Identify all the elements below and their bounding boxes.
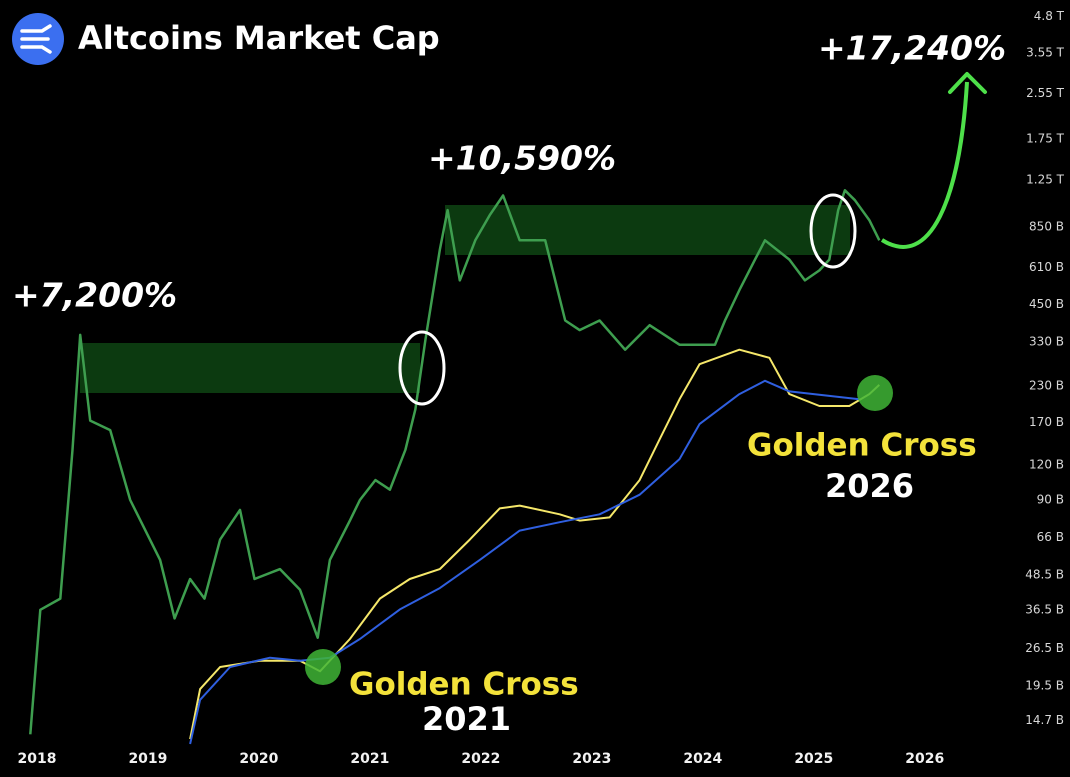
y-tick-label: 450 B (1029, 297, 1064, 311)
breakout-circle (398, 330, 446, 406)
y-tick-label: 48.5 B (1025, 568, 1064, 582)
series-line (189, 379, 860, 745)
annotation: +7,200% (12, 276, 177, 315)
y-tick-label: 330 B (1029, 335, 1064, 349)
annotation: +10,590% (428, 139, 616, 178)
y-tick-label: 230 B (1029, 378, 1064, 392)
x-tick-label: 2023 (572, 751, 611, 767)
y-tick-label: 170 B (1029, 415, 1064, 429)
resistance-zone (80, 343, 420, 393)
annotation: Golden Cross (349, 667, 579, 703)
x-tick-label: 2018 (17, 751, 56, 767)
y-tick-label: 19.5 B (1025, 678, 1064, 692)
y-tick-label: 2.55 T (1026, 86, 1065, 100)
y-tick-label: 4.8 T (1034, 9, 1065, 23)
annotation: Golden Cross (747, 428, 977, 464)
x-tick-label: 2021 (350, 751, 389, 767)
x-tick-label: 2025 (794, 751, 833, 767)
arrow-head (948, 72, 987, 94)
y-tick-label: 1.75 T (1026, 132, 1065, 146)
y-tick-label: 14.7 B (1025, 713, 1064, 727)
y-tick-label: 610 B (1029, 260, 1064, 274)
x-tick-label: 2019 (128, 751, 167, 767)
y-tick-label: 850 B (1029, 220, 1064, 234)
logo-glyph (20, 24, 52, 54)
overlays (305, 72, 987, 685)
series-line (29, 189, 881, 735)
x-tick-label: 2020 (239, 751, 278, 767)
y-tick-label: 66 B (1037, 530, 1064, 544)
y-tick-label: 120 B (1029, 458, 1064, 472)
breakout-circle (809, 193, 857, 269)
zones (80, 205, 850, 393)
annotation: 2021 (422, 700, 511, 738)
y-tick-label: 3.55 T (1026, 46, 1065, 60)
x-tick-label: 2024 (683, 751, 722, 767)
x-tick-label: 2026 (905, 751, 944, 767)
y-tick-label: 26.5 B (1025, 641, 1064, 655)
x-tick-label: 2022 (461, 751, 500, 767)
projection-arrow (880, 81, 969, 249)
cross-marker (305, 649, 341, 685)
y-tick-label: 1.25 T (1026, 173, 1065, 187)
logo (12, 13, 64, 65)
y-tick-label: 36.5 B (1025, 602, 1064, 616)
resistance-zone (445, 205, 850, 255)
chart-title: Altcoins Market Cap (78, 19, 440, 57)
y-tick-label: 90 B (1037, 493, 1064, 507)
annotation: +17,240% (818, 29, 1006, 68)
annotation: 2026 (825, 467, 914, 505)
cross-marker (857, 375, 893, 411)
